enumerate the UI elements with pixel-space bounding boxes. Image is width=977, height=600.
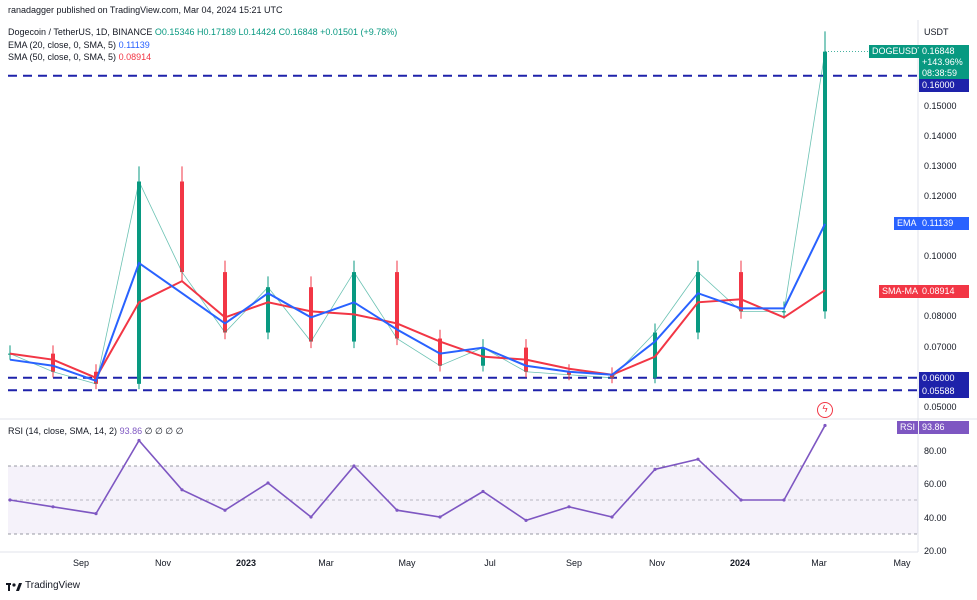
ohlc-high: H0.17189 xyxy=(196,27,237,37)
publisher-line: ranadagger published on TradingView.com,… xyxy=(8,5,283,15)
sma-value-tag: 0.08914 xyxy=(919,285,969,298)
symbol-title: Dogecoin / TetherUS, 1D, BINANCE xyxy=(8,27,153,37)
candle-body-1 xyxy=(51,353,55,372)
rsi-value-tag: 93.86 xyxy=(919,421,969,434)
rsi-point-12 xyxy=(524,518,528,523)
candle-body-4 xyxy=(180,181,184,273)
rsi-point-9 xyxy=(395,508,399,512)
rsi-point-3 xyxy=(137,438,141,443)
ema-legend[interactable]: EMA (20, close, 0, SMA, 5) 0.11139 xyxy=(8,40,150,50)
ohlc-change: +0.01501 (+9.78%) xyxy=(320,27,398,37)
price-tick-0.07: 0.07000 xyxy=(924,342,957,352)
rsi-point-14 xyxy=(610,515,614,519)
x-tick-nov-2022: Nov xyxy=(154,558,172,568)
sma-legend[interactable]: SMA (50, close, 0, SMA, 5) 0.08914 xyxy=(8,52,151,62)
price-tick-0.15: 0.15000 xyxy=(924,101,957,111)
candle-body-13 xyxy=(567,371,571,375)
last-price-tag: 0.16848 +143.96% 08:38:59 xyxy=(919,45,969,80)
bar-countdown: 08:38:59 xyxy=(922,68,958,78)
rsi-tick-40: 40.00 xyxy=(924,513,947,523)
rsi-legend-value: 93.86 xyxy=(119,426,143,436)
rsi-point-4 xyxy=(180,488,184,492)
symbol-line: Dogecoin / TetherUS, 1D, BINANCE O0.1534… xyxy=(8,27,397,37)
candle-body-8 xyxy=(352,272,356,342)
sma-legend-value: 0.08914 xyxy=(118,52,152,62)
sma-name-tag: SMA-MA xyxy=(879,285,921,298)
rsi-name-tag: RSI xyxy=(897,421,919,434)
level-high-tag: 0.16000 xyxy=(919,79,969,92)
x-tick-may-2024: May xyxy=(893,558,911,568)
x-tick-may-2023: May xyxy=(398,558,416,568)
rsi-point-7 xyxy=(309,515,313,519)
price-tick-0.12: 0.12000 xyxy=(924,191,957,201)
candle-body-7 xyxy=(309,287,313,342)
ema-name-tag: EMA xyxy=(894,217,920,230)
rsi-point-6 xyxy=(266,481,270,485)
tradingview-logo[interactable]: TradingView xyxy=(6,580,80,591)
price-tick-0.10: 0.10000 xyxy=(924,251,957,261)
rsi-point-1 xyxy=(51,505,55,509)
ema-legend-value: 0.11139 xyxy=(118,40,150,50)
rsi-legend[interactable]: RSI (14, close, SMA, 14, 2) 93.86 ∅ ∅ ∅ … xyxy=(8,426,183,437)
candle-body-3 xyxy=(137,181,141,384)
price-change: +143.96% xyxy=(922,57,963,67)
rsi-tick-20: 20.00 xyxy=(924,546,947,556)
x-tick-2023: 2023 xyxy=(235,558,257,568)
x-tick-sep-2023: Sep xyxy=(565,558,583,568)
candle-body-19 xyxy=(823,51,827,312)
rsi-point-0 xyxy=(8,498,12,502)
ohlc-low: L0.14424 xyxy=(238,27,277,37)
symbol-price-tag: DOGEUSDT xyxy=(869,45,927,58)
ema-line xyxy=(9,223,826,383)
price-tick-0.08: 0.08000 xyxy=(924,311,957,321)
rsi-point-19 xyxy=(823,423,827,428)
rsi-point-13 xyxy=(567,505,571,509)
candle-body-9 xyxy=(395,272,399,339)
level-low2-tag: 0.05588 xyxy=(919,385,969,398)
sma-legend-label: SMA (50, close, 0, SMA, 5) xyxy=(8,52,117,62)
candle-body-6 xyxy=(266,287,270,333)
rsi-tick-80: 80.00 xyxy=(924,446,947,456)
candle-body-5 xyxy=(223,272,227,333)
x-tick-mar-2023: Mar xyxy=(318,558,334,568)
rsi-point-5 xyxy=(223,508,227,512)
candle-body-10 xyxy=(438,338,442,366)
price-tick-0.05: 0.05000 xyxy=(924,402,957,412)
rsi-point-11 xyxy=(481,489,485,494)
alert-icon[interactable]: ϟ xyxy=(817,402,833,418)
rsi-legend-label: RSI (14, close, SMA, 14, 2) xyxy=(8,426,118,436)
currency-label: USDT xyxy=(924,27,949,37)
ohlc-open: O0.15346 xyxy=(154,27,195,37)
level-low1-tag: 0.06000 xyxy=(919,372,969,385)
rsi-point-8 xyxy=(352,464,356,468)
last-price: 0.16848 xyxy=(922,46,955,56)
candle-body-14 xyxy=(610,374,614,378)
rsi-point-18 xyxy=(782,498,786,502)
rsi-point-16 xyxy=(696,457,700,461)
rsi-line xyxy=(9,425,826,522)
price-series-line xyxy=(9,51,826,385)
candle-body-18 xyxy=(782,311,786,313)
rsi-legend-extra: ∅ ∅ ∅ ∅ xyxy=(144,426,184,436)
rsi-point-15 xyxy=(653,467,657,471)
x-tick-mar-2024: Mar xyxy=(811,558,827,568)
ema-value-tag: 0.11139 xyxy=(919,217,969,230)
rsi-point-10 xyxy=(438,515,442,519)
price-tick-0.13: 0.13000 xyxy=(924,161,957,171)
tradingview-brand: TradingView xyxy=(25,580,81,591)
x-tick-nov-2023: Nov xyxy=(648,558,666,568)
price-tick-0.14: 0.14000 xyxy=(924,131,957,141)
rsi-tick-60: 60.00 xyxy=(924,479,947,489)
ohlc-close: C0.16848 xyxy=(278,27,318,37)
tradingview-icon xyxy=(6,582,22,591)
x-tick-sep-2022: Sep xyxy=(72,558,90,568)
ema-legend-label: EMA (20, close, 0, SMA, 5) xyxy=(8,40,117,50)
rsi-point-2 xyxy=(94,511,98,516)
rsi-point-17 xyxy=(739,498,743,502)
x-tick-jul-2023: Jul xyxy=(484,558,496,568)
candle-body-17 xyxy=(739,272,743,312)
x-tick-2024: 2024 xyxy=(729,558,751,568)
sma-line xyxy=(9,279,826,380)
